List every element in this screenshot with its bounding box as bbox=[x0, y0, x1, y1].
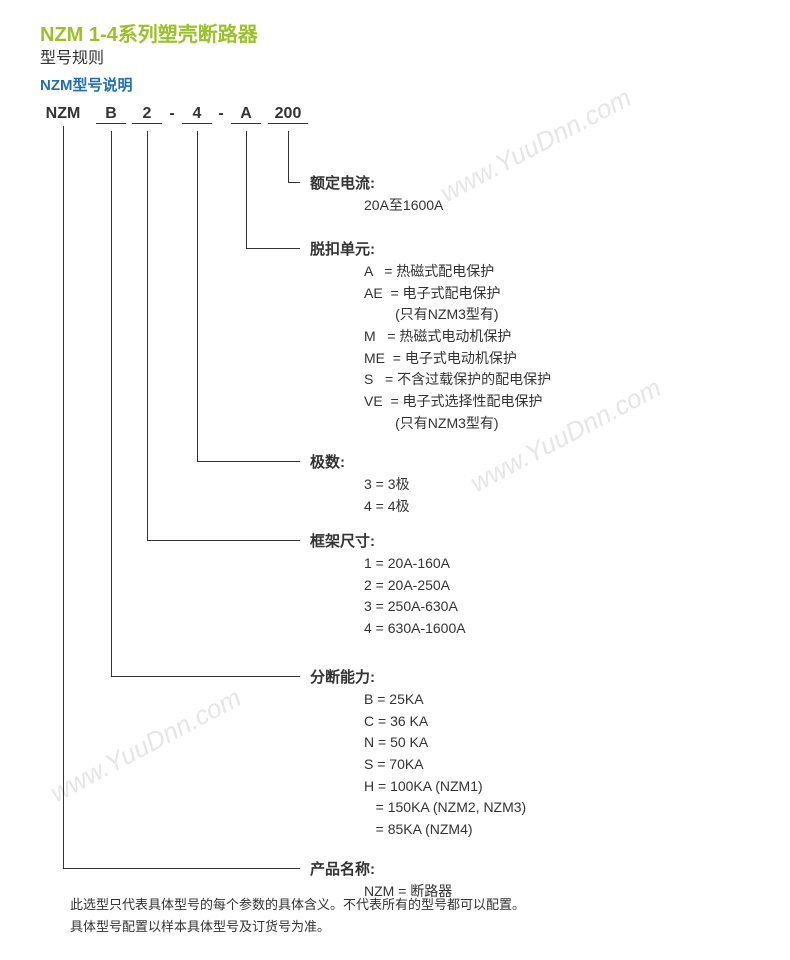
title-sub: 型号规则 bbox=[40, 44, 104, 68]
connector-hline bbox=[63, 868, 300, 869]
section-line: N = 50 KA bbox=[364, 732, 740, 754]
section: 极数:3 = 3极4 = 4极 bbox=[310, 451, 740, 517]
section-line: (只有NZM3型有) bbox=[364, 413, 740, 435]
section-title: 脱扣单元: bbox=[310, 238, 740, 259]
section: 额定电流:20A至1600A bbox=[310, 172, 740, 217]
section-line: ME = 电子式电动机保护 bbox=[364, 348, 740, 370]
connector-hline bbox=[197, 461, 300, 462]
section-line: B = 25KA bbox=[364, 689, 740, 711]
section-line: 3 = 250A-630A bbox=[364, 596, 740, 618]
footnote-line2: 具体型号配置以样本具体型号及订货号为准。 bbox=[70, 916, 525, 938]
section-body: 1 = 20A-160A2 = 20A-250A3 = 250A-630A4 =… bbox=[310, 553, 740, 640]
section-line: A = 热磁式配电保护 bbox=[364, 261, 740, 283]
footnote: 此选型只代表具体型号的每个参数的具体含义。不代表所有的型号都可以配置。 具体型号… bbox=[70, 894, 525, 938]
section-line: S = 不含过载保护的配电保护 bbox=[364, 369, 740, 391]
connector-vline bbox=[246, 131, 247, 248]
title-main: NZM 1-4系列塑壳断路器 bbox=[40, 18, 258, 47]
section-line: (只有NZM3型有) bbox=[364, 304, 740, 326]
section-body: 3 = 3极4 = 4极 bbox=[310, 474, 740, 517]
section-title: 极数: bbox=[310, 451, 740, 472]
section-body: B = 25KAC = 36 KAN = 50 KAS = 70KAH = 10… bbox=[310, 689, 740, 841]
model-code-seg: 4 bbox=[182, 105, 212, 124]
section-line: 20A至1600A bbox=[364, 195, 740, 217]
connector-vline bbox=[288, 131, 289, 182]
section-line: 4 = 4极 bbox=[364, 496, 740, 518]
model-code-seg: B bbox=[96, 105, 126, 124]
section-line: 4 = 630A-1600A bbox=[364, 618, 740, 640]
connector-hline bbox=[288, 182, 300, 183]
section-body: 20A至1600A bbox=[310, 195, 740, 217]
model-code-seg: - bbox=[165, 105, 179, 123]
connector-hline bbox=[111, 676, 300, 677]
section-line: AE = 电子式配电保护 bbox=[364, 283, 740, 305]
section-line: 1 = 20A-160A bbox=[364, 553, 740, 575]
section-line: = 150KA (NZM2, NZM3) bbox=[364, 797, 740, 819]
connector-vline bbox=[197, 131, 198, 461]
section-line: = 85KA (NZM4) bbox=[364, 819, 740, 841]
section: 分断能力:B = 25KAC = 36 KAN = 50 KAS = 70KAH… bbox=[310, 666, 740, 841]
model-code-seg: A bbox=[231, 105, 261, 124]
section-title: 框架尺寸: bbox=[310, 530, 740, 551]
section-line: VE = 电子式选择性配电保护 bbox=[364, 391, 740, 413]
model-code-seg: 200 bbox=[268, 105, 308, 124]
title-model-caption: NZM型号说明 bbox=[40, 74, 133, 95]
section-line: C = 36 KA bbox=[364, 711, 740, 733]
section: 框架尺寸:1 = 20A-160A2 = 20A-250A3 = 250A-63… bbox=[310, 530, 740, 640]
section-line: 2 = 20A-250A bbox=[364, 575, 740, 597]
section: 脱扣单元:A = 热磁式配电保护AE = 电子式配电保护 (只有NZM3型有)M… bbox=[310, 238, 740, 435]
connector-vline bbox=[111, 131, 112, 676]
connector-hline bbox=[147, 540, 300, 541]
section-title: 产品名称: bbox=[310, 858, 740, 879]
section-line: 3 = 3极 bbox=[364, 474, 740, 496]
model-code-seg: 2 bbox=[132, 105, 162, 124]
connector-vline bbox=[147, 131, 148, 540]
section-title: 分断能力: bbox=[310, 666, 740, 687]
model-code-seg: NZM bbox=[40, 105, 86, 123]
watermark: www.YuuDnn.com bbox=[45, 682, 246, 809]
section-line: H = 100KA (NZM1) bbox=[364, 776, 740, 798]
section-line: S = 70KA bbox=[364, 754, 740, 776]
footnote-line1: 此选型只代表具体型号的每个参数的具体含义。不代表所有的型号都可以配置。 bbox=[70, 894, 525, 916]
section-line: M = 热磁式电动机保护 bbox=[364, 326, 740, 348]
model-code-seg: - bbox=[214, 105, 228, 123]
page: www.YuuDnn.com www.YuuDnn.com www.YuuDnn… bbox=[0, 0, 790, 960]
connector-vline bbox=[63, 126, 64, 868]
connector-hline bbox=[246, 248, 300, 249]
section-title: 额定电流: bbox=[310, 172, 740, 193]
section-body: A = 热磁式配电保护AE = 电子式配电保护 (只有NZM3型有)M = 热磁… bbox=[310, 261, 740, 435]
